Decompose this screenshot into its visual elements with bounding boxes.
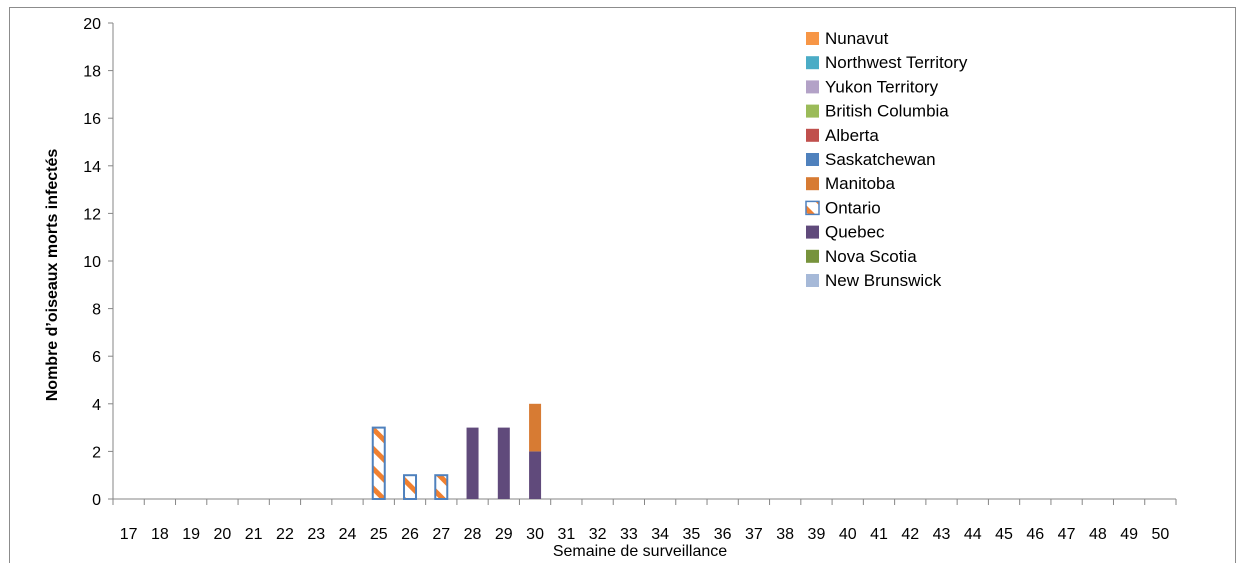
x-tick-label: 31 [557,526,575,543]
x-tick-label: 43 [933,526,951,543]
x-tick-label: 40 [839,526,857,543]
legend-swatch-saskatchewan [806,153,819,166]
legend-label-quebec: Quebec [825,223,885,242]
y-tick-label: 20 [83,16,101,33]
x-axis-title: Semaine de surveillance [553,543,727,560]
x-tick-label: 44 [964,526,982,543]
legend-label-alberta: Alberta [825,126,879,145]
y-tick-label: 14 [83,159,101,176]
x-tick-label: 17 [120,526,138,543]
x-tick-label: 41 [870,526,888,543]
y-tick-label: 4 [92,397,101,414]
legend-swatch-new-brunswick [806,274,819,287]
legend-swatch-nunavut [806,32,819,45]
bar-ontario-week-26 [403,474,418,501]
x-tick-label: 34 [651,526,669,543]
legend-swatch-ontario [805,200,820,216]
legend-label-manitoba: Manitoba [825,174,895,193]
x-tick-label: 21 [245,526,263,543]
legend-label-saskatchewan: Saskatchewan [825,150,936,169]
x-tick-label: 30 [526,526,544,543]
legend-swatch-yukon-territory [806,80,819,94]
x-tick-label: 36 [714,526,732,543]
x-tick-label: 26 [401,526,419,543]
x-tick-label: 47 [1058,526,1076,543]
bars [371,403,542,501]
chart-frame [9,7,1236,563]
x-tick-label: 39 [808,526,826,543]
legend-label-northwest-territory: Northwest Territory [825,53,968,72]
x-tick-label: 50 [1151,526,1169,543]
y-tick-label: 18 [83,64,101,81]
legend-label-nova-scotia: Nova Scotia [825,247,917,266]
legend-swatch-british-columbia [806,104,819,118]
x-tick-label: 32 [589,526,607,543]
x-tick-label: 46 [1026,526,1044,543]
bar-ontario-week-27 [434,474,449,501]
bar-quebec-week-29 [497,427,510,499]
bar-manitoba-week-30 [529,403,542,452]
x-tick-label: 33 [620,526,638,543]
legend-swatch-northwest-territory [806,56,819,70]
x-tick-label: 35 [682,526,700,543]
x-tick-label: 45 [995,526,1013,543]
x-tick-label: 49 [1120,526,1138,543]
legend-swatch-manitoba [806,177,819,191]
x-tick-label: 24 [339,526,357,543]
bar-quebec-week-30 [529,451,542,499]
legend-swatch-quebec [806,225,819,239]
legend: Nunavut Northwest Territory Yukon Territor… [805,29,968,290]
x-tick-label: 38 [776,526,794,543]
legend-swatch-alberta [806,128,819,142]
legend-label-british-columbia: British Columbia [825,102,949,121]
y-tick-label: 10 [83,254,101,271]
y-tick-label: 0 [92,492,101,509]
x-tick-label: 27 [432,526,450,543]
x-tick-label: 42 [901,526,919,543]
y-tick-label: 6 [92,349,101,366]
x-tick-label: 23 [307,526,325,543]
bar-ontario-week-25 [371,426,386,501]
y-tick-label: 2 [92,444,101,461]
y-tick-label: 12 [83,206,101,223]
legend-label-new-brunswick: New Brunswick [825,271,942,290]
x-tick-label: 48 [1089,526,1107,543]
legend-swatch-nova-scotia [806,249,819,263]
y-tick-label: 8 [92,302,101,319]
x-tick-label: 22 [276,526,294,543]
x-tick-label: 28 [464,526,482,543]
x-tick-label: 25 [370,526,388,543]
y-axis-title: Nombre d’oiseaux morts infectés [44,149,61,402]
x-tick-label: 29 [495,526,513,543]
x-tick-label: 37 [745,526,763,543]
x-tick-label: 18 [151,526,169,543]
legend-label-yukon-territory: Yukon Territory [825,77,939,96]
legend-label-ontario: Ontario [825,198,881,217]
x-tick-label: 19 [182,526,200,543]
x-tick-label: 20 [214,526,232,543]
y-tick-label: 16 [83,111,101,128]
legend-label-nunavut: Nunavut [825,29,889,48]
bar-quebec-week-28 [466,427,479,499]
